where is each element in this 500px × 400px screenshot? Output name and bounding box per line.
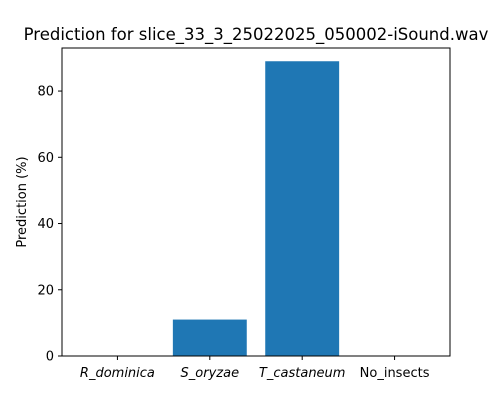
y-ticks-layer: 0 20 40 60 80: [37, 85, 62, 365]
x-ticks-layer: R_dominica S_oryzae T_castaneum No_insects: [80, 356, 430, 381]
y-tick-label: 60: [37, 151, 54, 166]
chart-title: Prediction for slice_33_3_25022025_05000…: [24, 25, 489, 45]
y-tick-label: 80: [37, 85, 54, 100]
bars-layer: [172, 61, 340, 356]
bar-s-oryzae: [172, 319, 247, 356]
y-tick-label: 20: [37, 283, 54, 298]
x-tick-label: No_insects: [360, 366, 430, 381]
y-tick-label: 0: [46, 350, 54, 365]
y-axis-label: Prediction (%): [15, 156, 30, 247]
x-tick-label: S_oryzae: [181, 366, 240, 381]
x-tick-label: R_dominica: [80, 366, 155, 381]
y-tick-label: 40: [37, 217, 54, 232]
bar-t-castaneum: [265, 61, 340, 356]
plot-frame: [61, 47, 451, 357]
x-tick-label: T_castaneum: [259, 366, 346, 381]
